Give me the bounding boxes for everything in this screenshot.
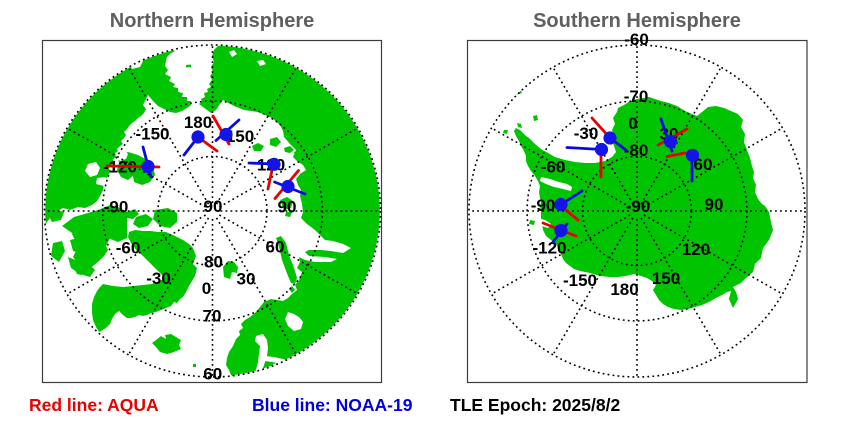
- svg-text:0: 0: [628, 114, 637, 133]
- svg-text:-150: -150: [563, 271, 597, 290]
- svg-text:-60: -60: [541, 158, 566, 177]
- svg-text:-60: -60: [624, 30, 649, 49]
- svg-text:70: 70: [203, 307, 222, 326]
- svg-text:-30: -30: [574, 124, 599, 143]
- svg-text:30: 30: [237, 270, 256, 289]
- svg-text:80: 80: [204, 253, 223, 272]
- svg-text:90: 90: [705, 195, 724, 214]
- svg-text:-70: -70: [624, 87, 649, 106]
- svg-text:150: 150: [652, 269, 680, 288]
- svg-text:Northern Hemisphere: Northern Hemisphere: [110, 10, 315, 32]
- svg-text:TLE Epoch: 2025/8/2: TLE Epoch: 2025/8/2: [450, 395, 620, 415]
- svg-text:120: 120: [682, 240, 710, 259]
- svg-text:180: 180: [610, 280, 638, 299]
- svg-text:-90: -90: [531, 196, 556, 215]
- svg-text:-30: -30: [146, 269, 171, 288]
- svg-text:Red line: AQUA: Red line: AQUA: [29, 395, 159, 415]
- svg-text:60: 60: [203, 364, 222, 383]
- svg-text:-80: -80: [624, 141, 649, 160]
- svg-text:90: 90: [278, 198, 297, 217]
- svg-text:Southern Hemisphere: Southern Hemisphere: [533, 10, 741, 32]
- svg-text:-90: -90: [626, 197, 651, 216]
- svg-text:180: 180: [184, 113, 212, 132]
- svg-text:-60: -60: [116, 239, 141, 258]
- svg-text:0: 0: [202, 279, 211, 298]
- svg-text:-90: -90: [104, 198, 129, 217]
- svg-text:90: 90: [204, 197, 223, 216]
- svg-text:60: 60: [694, 155, 713, 174]
- svg-text:-120: -120: [532, 239, 566, 258]
- svg-text:150: 150: [226, 127, 254, 146]
- svg-text:60: 60: [266, 238, 285, 257]
- svg-text:Blue line: NOAA-19: Blue line: NOAA-19: [252, 395, 413, 415]
- svg-text:-150: -150: [135, 125, 169, 144]
